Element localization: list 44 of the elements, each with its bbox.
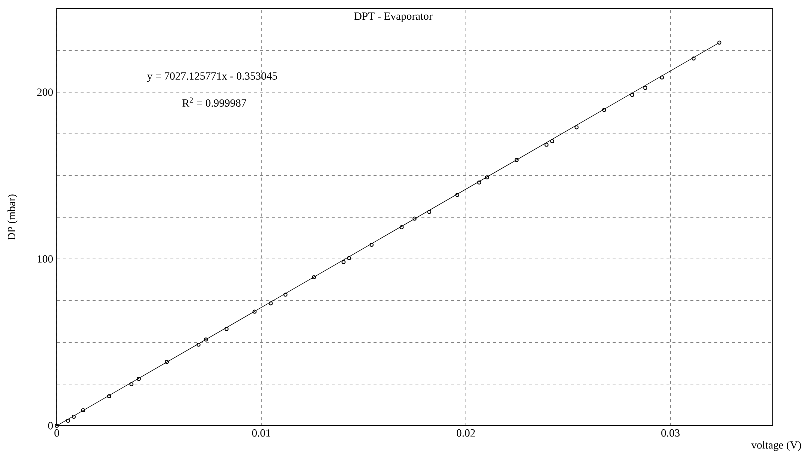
x-tick-label: 0.03 (662, 430, 680, 437)
point (224, 327, 229, 332)
point (72, 415, 76, 419)
point (347, 256, 352, 260)
point (312, 276, 316, 280)
y-tick-label: 0 (48, 422, 54, 430)
x-tick-label: 0.01 (252, 430, 270, 437)
point (342, 260, 346, 264)
annotation: R$^{2}$ = 0.999987 (182, 98, 246, 108)
annotation: y = 7027.125771x - 0.353045 (147, 72, 278, 82)
y-tick-label: 100 (38, 256, 54, 263)
point (477, 180, 482, 185)
point (370, 243, 374, 248)
point (204, 338, 208, 342)
point (544, 142, 549, 147)
x-tick-label: 0 (54, 430, 60, 437)
x-axis-title: voltage (V) (751, 441, 802, 452)
point (514, 158, 519, 162)
y-axis-title: DP (mbar) (8, 194, 18, 240)
point (165, 360, 170, 364)
point (485, 176, 490, 180)
point (644, 86, 648, 90)
point (428, 210, 432, 214)
chart-title: DPT - Evaporator (354, 12, 433, 22)
point (660, 76, 664, 80)
point (574, 126, 579, 130)
point (550, 139, 554, 144)
point (284, 292, 288, 297)
point (630, 93, 634, 98)
point (412, 216, 417, 221)
point (130, 382, 134, 386)
point (137, 377, 142, 382)
point (107, 394, 112, 398)
point (66, 419, 70, 423)
point (196, 342, 201, 347)
y-tick-label: 200 (38, 88, 54, 96)
point (602, 108, 606, 112)
point (692, 56, 696, 61)
point (268, 302, 273, 306)
point (81, 408, 86, 412)
x-tick-label: 0.02 (456, 430, 476, 437)
point (252, 310, 257, 314)
point (400, 226, 404, 230)
point (456, 193, 460, 198)
